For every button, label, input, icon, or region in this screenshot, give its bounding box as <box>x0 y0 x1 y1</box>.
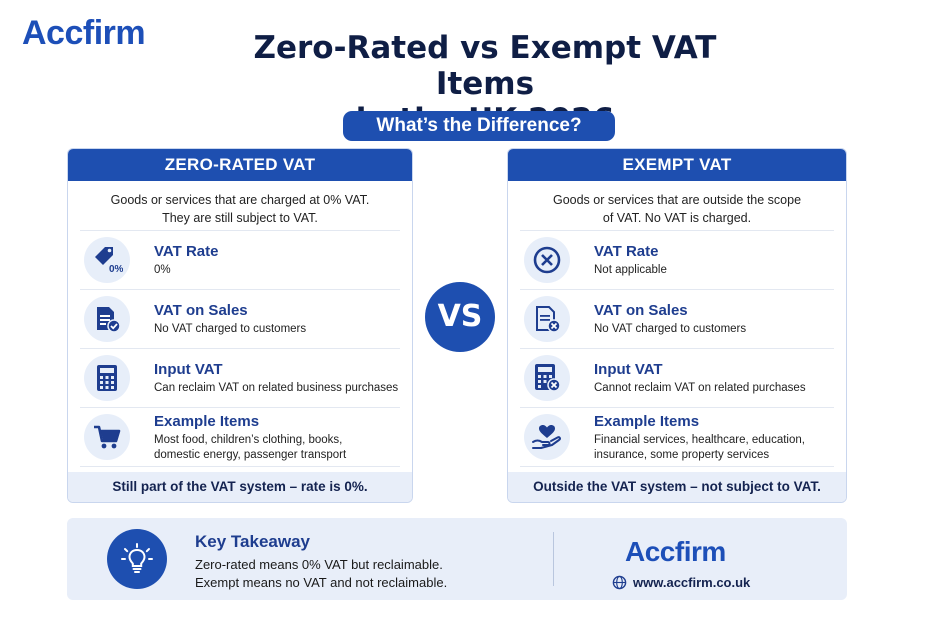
zero-rated-footer: Still part of the VAT system – rate is 0… <box>68 472 412 502</box>
brand-logo-top: Accfirm <box>22 14 146 53</box>
shopping-cart-icon <box>84 414 130 460</box>
price-tag-icon: 0% <box>84 237 130 283</box>
calculator-icon <box>84 355 130 401</box>
zero-rated-row-examples: Example Items Most food, children’s clot… <box>80 408 400 467</box>
brand-name: Accfirm <box>22 14 146 52</box>
price-tag-label: 0% <box>109 264 123 275</box>
row-value: No VAT charged to customers <box>154 323 307 335</box>
zero-rated-panel: ZERO-RATED VAT Goods or services that ar… <box>67 148 413 503</box>
website-link[interactable]: www.accfirm.co.uk <box>612 575 750 590</box>
takeaway-divider <box>553 532 554 586</box>
row-value: No VAT charged to customers <box>594 323 747 335</box>
row-label: VAT Rate <box>154 243 219 260</box>
value-line-1: Most food, children’s clothing, books, <box>154 433 343 446</box>
zero-rated-row-rate: 0% VAT Rate 0% <box>80 231 400 290</box>
desc-line-1: Goods or services that are outside the s… <box>552 193 802 207</box>
row-value: Most food, children’s clothing, books, d… <box>154 433 346 463</box>
zero-rated-row-input: Input VAT Can reclaim VAT on related bus… <box>80 349 400 408</box>
row-label: VAT on Sales <box>154 302 248 319</box>
subtitle-badge: What’s the Difference? <box>343 111 615 141</box>
website-text: www.accfirm.co.uk <box>633 575 751 590</box>
desc-line-1: Goods or services that are charged at 0%… <box>110 193 370 207</box>
row-label: VAT on Sales <box>594 302 688 319</box>
value-line-1: Financial services, healthcare, educatio… <box>594 433 805 446</box>
lightbulb-icon <box>107 529 167 589</box>
takeaway-line-2: Exempt means no VAT and not reclaimable. <box>195 575 448 590</box>
value-line-2: domestic energy, passenger transport <box>154 448 347 461</box>
row-label: Input VAT <box>594 361 663 378</box>
exempt-row-sales: VAT on Sales No VAT charged to customers <box>520 290 834 349</box>
exempt-row-input: Input VAT Cannot reclaim VAT on related … <box>520 349 834 408</box>
zero-rated-heading: ZERO-RATED VAT <box>68 149 412 181</box>
exempt-heading: EXEMPT VAT <box>508 149 846 181</box>
row-value: Financial services, healthcare, educatio… <box>594 433 805 463</box>
brand-logo-bottom: Accfirm <box>625 536 726 568</box>
row-label: Example Items <box>594 412 700 430</box>
heart-hand-icon <box>524 414 570 460</box>
desc-line-2: of VAT. No VAT is charged. <box>602 211 752 225</box>
brand-name: Accfirm <box>625 536 726 567</box>
exempt-row-rate: VAT Rate Not applicable <box>520 231 834 290</box>
exempt-footer: Outside the VAT system – not subject to … <box>508 472 846 502</box>
document-x-icon <box>524 296 570 342</box>
exempt-description: Goods or services that are outside the s… <box>520 181 834 231</box>
zero-rated-row-sales: VAT on Sales No VAT charged to customers <box>80 290 400 349</box>
row-value: Can reclaim VAT on related business purc… <box>154 382 399 394</box>
row-value: Cannot reclaim VAT on related purchases <box>594 382 806 394</box>
row-label: Input VAT <box>154 361 223 378</box>
vs-badge: VS <box>425 282 495 352</box>
key-takeaway-box: Key Takeaway Zero-rated means 0% VAT but… <box>67 518 847 600</box>
zero-rated-description: Goods or services that are charged at 0%… <box>80 181 400 231</box>
takeaway-line-1: Zero-rated means 0% VAT but reclaimable. <box>195 557 443 572</box>
globe-icon <box>612 575 627 590</box>
exempt-row-examples: Example Items Financial services, health… <box>520 408 834 467</box>
row-label: VAT Rate <box>594 243 659 260</box>
document-check-icon <box>84 296 130 342</box>
takeaway-title: Key Takeaway <box>195 532 310 551</box>
circle-x-icon <box>524 237 570 283</box>
value-line-2: insurance, some property services <box>594 448 770 461</box>
row-value: 0% <box>154 264 171 276</box>
row-value: Not applicable <box>594 264 667 276</box>
calculator-x-icon <box>524 355 570 401</box>
title-line-1: Zero-Rated vs Exempt VAT Items <box>253 30 717 102</box>
row-label: Example Items <box>154 412 260 430</box>
exempt-panel: EXEMPT VAT Goods or services that are ou… <box>507 148 847 503</box>
desc-line-2: They are still subject to VAT. <box>162 211 318 225</box>
